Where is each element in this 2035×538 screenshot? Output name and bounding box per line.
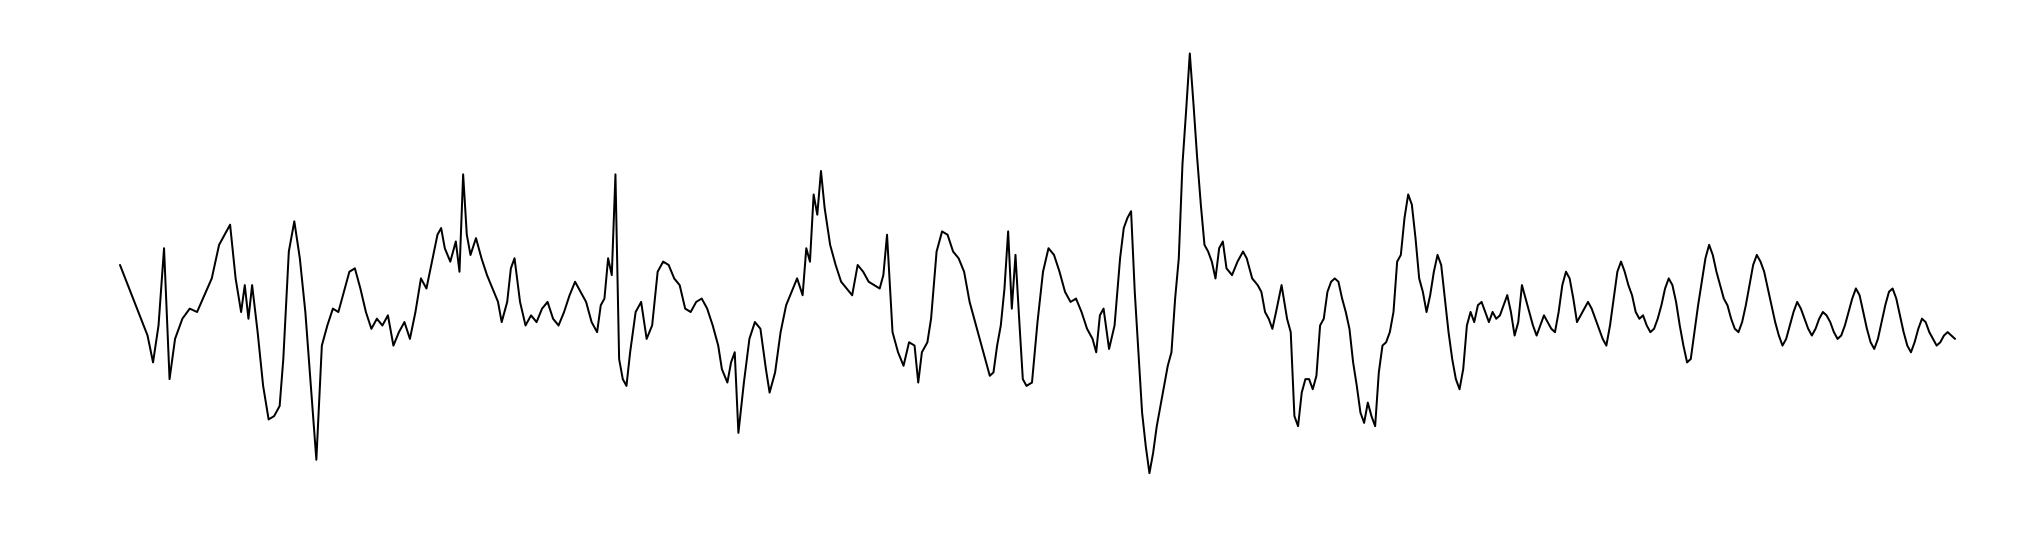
series-line-0: [119, 52, 1956, 475]
series-layer: [119, 52, 1956, 475]
